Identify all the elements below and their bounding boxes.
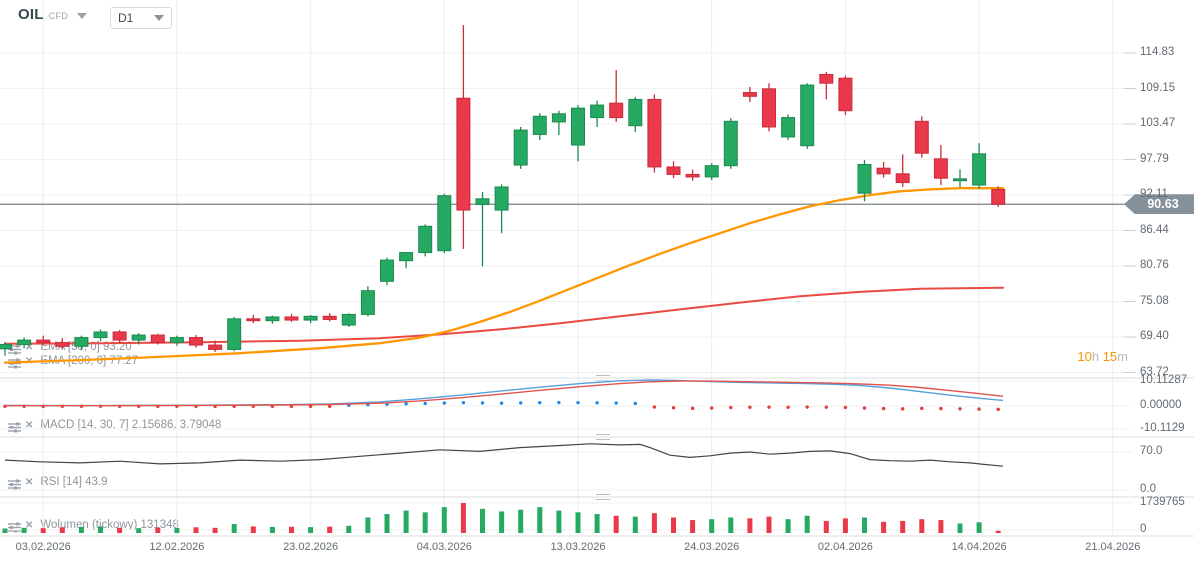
rsi-label: RSI [14] 43.9 [40,476,108,488]
instrument-type-label: CFD [48,11,69,21]
panel-resize-handle[interactable] [596,494,610,500]
macd-label: MACD [14, 30, 7] 2.15686, 3.79048 [40,419,222,431]
remove-indicator-icon[interactable]: ✕ [25,519,34,531]
chevron-down-icon [77,12,88,19]
legend-row-rsi: ✕ RSI [14] 43.9 [8,476,108,489]
panel-resize-handle[interactable] [596,434,610,440]
legend-row-macd: ✕ MACD [14, 30, 7] 2.15686, 3.79048 [8,419,222,432]
remove-indicator-icon[interactable]: ✕ [25,476,34,488]
indicator-settings-icon[interactable] [8,477,21,489]
timeframe-selector[interactable]: D1 [110,7,172,29]
indicator-settings-icon[interactable] [8,420,21,432]
timeframe-label: D1 [118,11,134,25]
volume-label: Wolumen (tickowy) 131348 [40,519,179,531]
remove-indicator-icon[interactable]: ✕ [25,419,34,431]
symbol-selector[interactable]: OIL CFD [18,6,88,23]
remove-indicator-icon[interactable]: ✕ [25,341,34,353]
symbol-name: OIL [18,6,44,23]
chevron-down-icon [154,15,164,21]
